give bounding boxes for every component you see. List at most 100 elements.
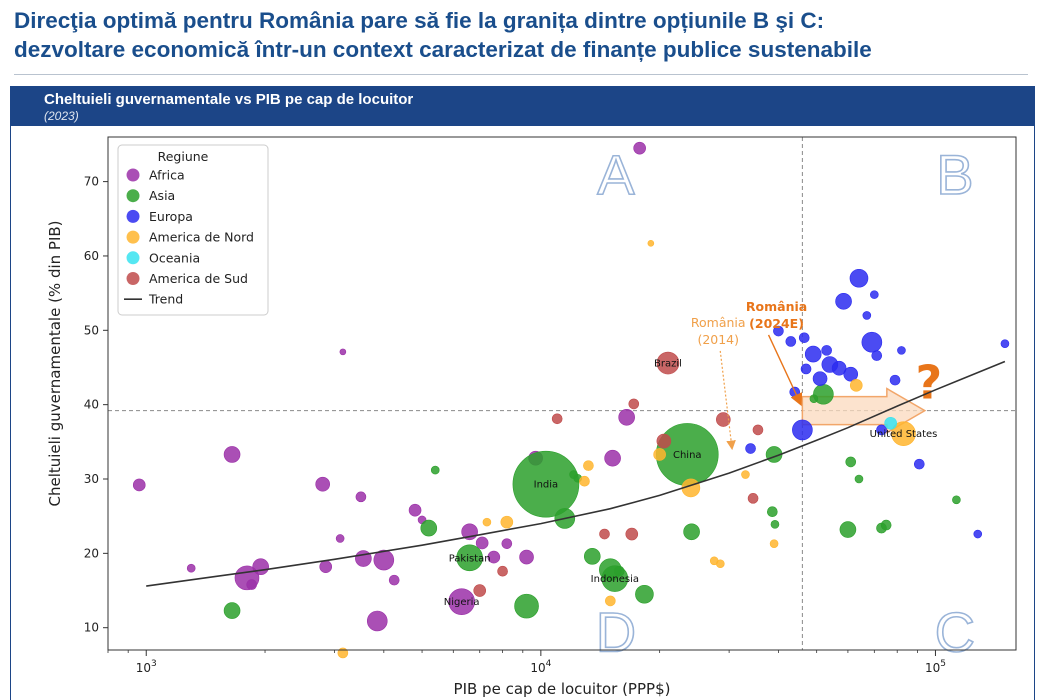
point-africa-15 — [408, 503, 422, 517]
point-asia-2 — [430, 465, 440, 475]
legend-title: Regiune — [158, 149, 209, 164]
point-europa-9 — [821, 345, 832, 356]
point-asia-23 — [854, 474, 864, 484]
trend-line-layer — [146, 360, 1006, 587]
annotations: România(2014)România(2024E) — [691, 299, 807, 451]
point-africa-24 — [604, 449, 621, 467]
quadrant-label-d: D — [596, 600, 636, 663]
x-axis-label: PIB pe cap de locuitor (PPP$) — [454, 680, 671, 698]
point-asia-4 — [514, 593, 539, 619]
point-europa-8 — [812, 371, 828, 386]
x-tick-label-1000: 103 — [136, 659, 157, 675]
point-label-china: China — [673, 450, 702, 461]
point-europa-22 — [913, 458, 925, 470]
data-points — [132, 141, 1010, 659]
point-asia-15 — [683, 523, 700, 541]
point-asia-0 — [223, 602, 241, 619]
point-europa-23 — [973, 529, 983, 539]
point-oceania-0 — [884, 416, 897, 430]
point-america-de-sud-9 — [747, 493, 759, 504]
quadrant-labels: A B C D — [595, 142, 976, 664]
point-asia-22 — [845, 456, 857, 468]
point-label-indonesia: Indonesia — [591, 574, 639, 585]
y-tick-label-30: 30 — [84, 472, 99, 486]
point-europa-19 — [876, 424, 887, 436]
point-america-de-sud-5 — [628, 398, 640, 410]
legend-swatch-america-de-nord — [126, 230, 140, 244]
point-africa-5 — [252, 558, 269, 576]
point-europa-15 — [862, 311, 872, 320]
legend-label-asia: Asia — [149, 188, 175, 203]
point-asia-21 — [839, 521, 857, 538]
chart-banner: Cheltuieli guvernamentale vs PIB pe cap … — [10, 86, 1035, 126]
quadrant-label-c: C — [935, 600, 975, 663]
point-africa-6 — [315, 476, 330, 492]
legend-swatch-africa — [126, 168, 140, 182]
point-europa-24 — [1000, 339, 1010, 348]
y-tick-label-40: 40 — [84, 398, 99, 412]
point-europa-1 — [773, 325, 784, 337]
point-asia-1 — [420, 519, 438, 537]
annotation-romania-2014-arrow — [719, 350, 736, 451]
point-europa-16 — [861, 331, 883, 353]
legend: Regiune Africa Asia Europa America de Nord Oc… — [117, 144, 269, 316]
legend-box — [117, 144, 269, 316]
point-america-de-nord-4 — [583, 460, 594, 471]
point-africa-7 — [319, 560, 333, 574]
point-america-de-sud-10 — [752, 424, 764, 436]
legend-label-america-de-sud: America de Sud — [149, 271, 248, 286]
point-america-de-nord-14 — [891, 421, 916, 446]
legend-swatch-asia — [126, 189, 140, 203]
question-mark: ? — [916, 356, 943, 410]
legend-label-america-de-nord: America de Nord — [149, 230, 254, 245]
point-africa-21 — [501, 538, 513, 549]
y-tick-label-50: 50 — [84, 323, 99, 337]
point-africa-12 — [366, 610, 388, 632]
point-america-de-sud-1 — [497, 565, 508, 577]
y-tick-label-20: 20 — [84, 546, 99, 560]
annotation-romania-2014-line1: România — [691, 315, 746, 330]
x-tick-label-10000: 104 — [530, 659, 551, 675]
point-europa-2 — [785, 336, 797, 347]
headline-line-1: Direcţia optimă pentru România pare să f… — [14, 8, 825, 33]
point-america-de-sud-6 — [656, 433, 672, 449]
point-america-de-nord-1 — [482, 517, 492, 527]
point-asia-3 — [456, 544, 483, 572]
point-europa-18 — [871, 350, 883, 361]
y-axis-label: Cheltuieli guvernamentale (% din PIB) — [46, 220, 64, 506]
point-europa-7 — [804, 345, 822, 363]
point-label-united-states: United States — [870, 429, 938, 440]
point-africa-2 — [223, 446, 241, 463]
x-tick-label-100000: 105 — [925, 659, 946, 675]
point-asia-5 — [512, 450, 580, 518]
point-asia-13 — [635, 584, 654, 604]
headline-line-2: dezvoltare economică într-un context car… — [14, 37, 872, 62]
legend-label-oceania: Oceania — [149, 250, 200, 265]
point-europa-0 — [745, 443, 756, 454]
point-america-de-sud-8 — [716, 412, 731, 427]
frame-right — [1034, 126, 1035, 700]
point-america-de-nord-5 — [605, 595, 616, 607]
point-africa-14 — [388, 574, 400, 586]
point-america-de-nord-11 — [741, 470, 750, 479]
point-europa-14 — [849, 268, 869, 288]
point-america-de-sud-3 — [599, 528, 610, 540]
annotation-romania-2024e-line1: România — [746, 299, 807, 314]
point-africa-10 — [355, 491, 367, 503]
point-america-de-nord-3 — [579, 475, 590, 487]
slide-headline: Direcţia optimă pentru România pare să f… — [14, 6, 1044, 64]
point-africa-9 — [339, 348, 347, 356]
point-africa-26 — [633, 141, 646, 155]
legend-swatch-america-de-sud — [126, 272, 140, 285]
point-america-de-sud-2 — [551, 413, 563, 425]
y-tick-label-70: 70 — [84, 175, 99, 189]
point-africa-22 — [519, 549, 534, 565]
point-america-de-nord-10 — [716, 559, 725, 569]
point-asia-12 — [613, 565, 625, 577]
trend-line — [146, 360, 1006, 587]
point-africa-25 — [618, 408, 635, 426]
point-europa-12 — [835, 293, 852, 310]
point-africa-20 — [487, 550, 501, 564]
point-asia-9 — [583, 548, 601, 565]
